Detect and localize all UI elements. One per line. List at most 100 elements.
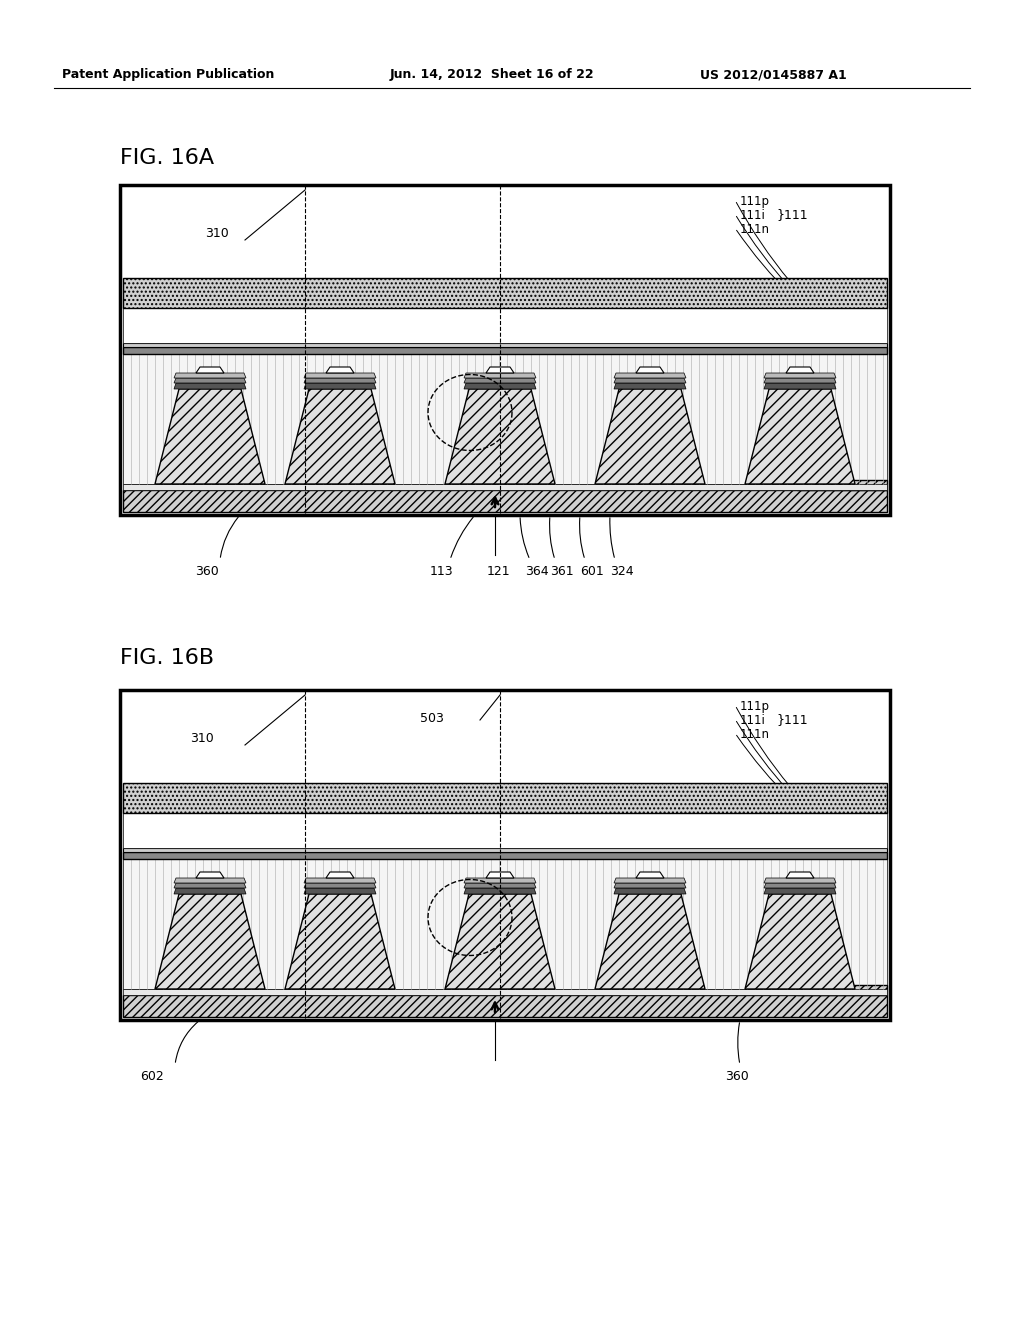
Polygon shape — [464, 383, 536, 389]
Polygon shape — [304, 888, 376, 894]
Bar — [123, 847, 887, 851]
Text: 111i: 111i — [740, 209, 766, 222]
Text: US 2012/0145887 A1: US 2012/0145887 A1 — [700, 69, 847, 81]
Bar — [123, 279, 887, 308]
Bar — [797, 480, 887, 490]
Polygon shape — [764, 374, 836, 378]
Polygon shape — [155, 389, 265, 484]
Polygon shape — [786, 873, 814, 878]
Polygon shape — [614, 383, 686, 389]
Text: 310: 310 — [190, 733, 214, 744]
Bar — [123, 490, 887, 512]
Polygon shape — [285, 389, 395, 484]
Polygon shape — [464, 374, 536, 378]
Text: 111n: 111n — [740, 729, 770, 741]
Polygon shape — [304, 378, 376, 383]
Bar — [797, 985, 887, 995]
Polygon shape — [786, 367, 814, 374]
Text: 364: 364 — [525, 565, 549, 578]
Bar — [123, 783, 887, 813]
Polygon shape — [764, 378, 836, 383]
Bar — [123, 484, 887, 490]
Polygon shape — [285, 894, 395, 989]
FancyArrowPatch shape — [580, 517, 584, 557]
Polygon shape — [174, 383, 246, 389]
Bar — [123, 851, 887, 859]
Polygon shape — [486, 873, 514, 878]
Text: 111n: 111n — [740, 223, 770, 236]
Polygon shape — [326, 367, 354, 374]
Polygon shape — [636, 367, 664, 374]
Polygon shape — [595, 389, 705, 484]
FancyArrowPatch shape — [175, 1022, 198, 1063]
Polygon shape — [614, 374, 686, 378]
Text: 324: 324 — [610, 565, 634, 578]
Bar — [120, 185, 890, 515]
Text: }111: }111 — [776, 713, 808, 726]
Polygon shape — [764, 383, 836, 389]
Polygon shape — [445, 389, 555, 484]
Bar — [123, 343, 887, 347]
Text: }111: }111 — [776, 209, 808, 220]
Polygon shape — [486, 367, 514, 374]
Polygon shape — [614, 888, 686, 894]
Polygon shape — [174, 888, 246, 894]
Bar — [120, 690, 890, 1020]
Polygon shape — [764, 878, 836, 883]
Bar — [123, 347, 887, 354]
Polygon shape — [174, 378, 246, 383]
FancyArrowPatch shape — [520, 517, 529, 557]
Bar — [123, 354, 887, 484]
Polygon shape — [614, 378, 686, 383]
Polygon shape — [636, 873, 664, 878]
Bar — [123, 308, 887, 343]
Text: 361: 361 — [550, 565, 573, 578]
Bar — [123, 813, 887, 847]
Polygon shape — [464, 378, 536, 383]
Text: 111i: 111i — [740, 714, 766, 727]
FancyArrowPatch shape — [220, 517, 239, 557]
Text: 113: 113 — [430, 565, 454, 578]
Text: 111p: 111p — [740, 195, 770, 209]
Polygon shape — [304, 383, 376, 389]
Polygon shape — [174, 883, 246, 888]
Polygon shape — [304, 878, 376, 883]
Polygon shape — [464, 888, 536, 894]
Polygon shape — [174, 374, 246, 378]
Polygon shape — [155, 894, 265, 989]
Text: FIG. 16B: FIG. 16B — [120, 648, 214, 668]
Bar — [123, 989, 887, 995]
Text: 360: 360 — [195, 565, 219, 578]
FancyArrowPatch shape — [610, 517, 614, 557]
Text: 601: 601 — [580, 565, 604, 578]
Polygon shape — [464, 878, 536, 883]
Polygon shape — [326, 873, 354, 878]
Polygon shape — [764, 888, 836, 894]
Polygon shape — [614, 883, 686, 888]
Text: 602: 602 — [140, 1071, 164, 1082]
FancyArrowPatch shape — [550, 517, 554, 557]
Bar — [123, 859, 887, 989]
FancyArrowPatch shape — [737, 1023, 739, 1063]
Polygon shape — [304, 374, 376, 378]
Polygon shape — [174, 878, 246, 883]
Polygon shape — [196, 367, 224, 374]
Polygon shape — [464, 883, 536, 888]
Text: 360: 360 — [725, 1071, 749, 1082]
Text: 121: 121 — [487, 565, 511, 578]
Bar — [123, 995, 887, 1016]
Polygon shape — [304, 883, 376, 888]
Text: Jun. 14, 2012  Sheet 16 of 22: Jun. 14, 2012 Sheet 16 of 22 — [390, 69, 595, 81]
Text: Patent Application Publication: Patent Application Publication — [62, 69, 274, 81]
Polygon shape — [595, 894, 705, 989]
Polygon shape — [745, 389, 855, 484]
Polygon shape — [764, 883, 836, 888]
Text: 503: 503 — [420, 711, 443, 725]
Polygon shape — [445, 894, 555, 989]
Polygon shape — [196, 873, 224, 878]
Text: FIG. 16A: FIG. 16A — [120, 148, 214, 168]
Text: 111p: 111p — [740, 700, 770, 713]
Text: 310: 310 — [205, 227, 228, 240]
Polygon shape — [745, 894, 855, 989]
Polygon shape — [614, 878, 686, 883]
